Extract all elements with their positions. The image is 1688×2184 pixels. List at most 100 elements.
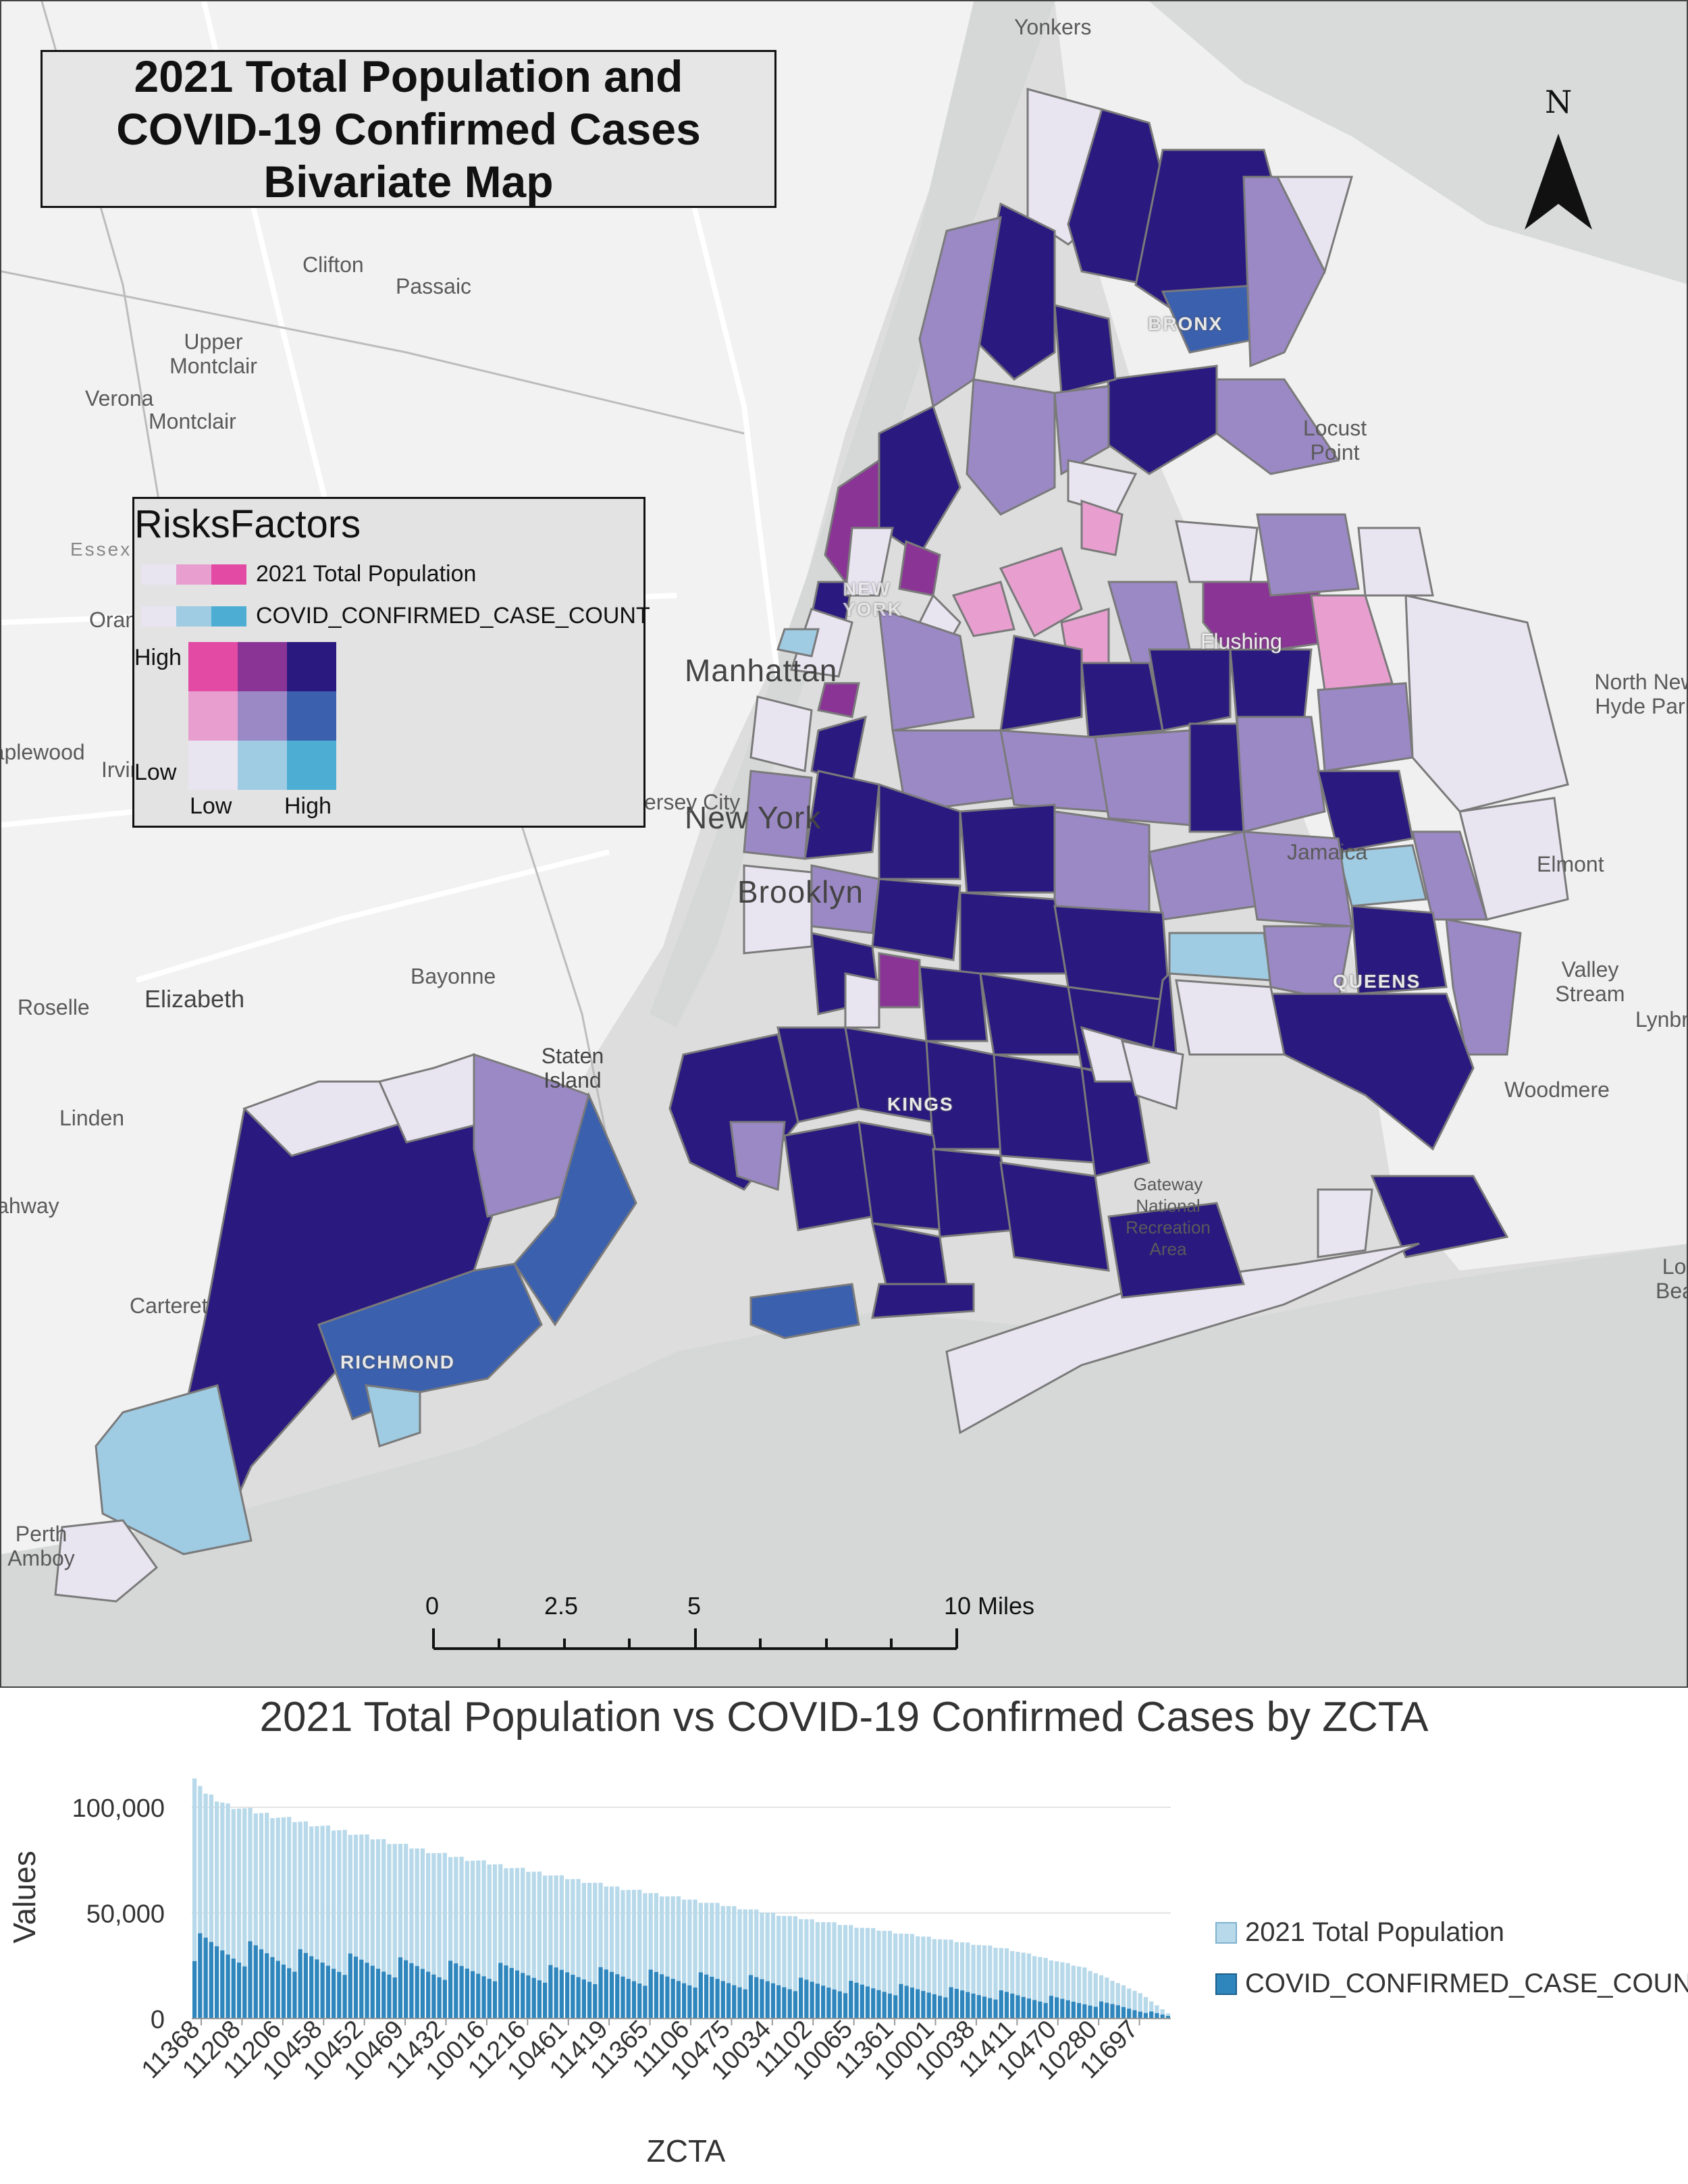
bar-covid (693, 1988, 697, 2019)
bar-population (587, 1882, 592, 2019)
bar-covid (670, 1979, 675, 2019)
bar-covid (437, 1977, 442, 2019)
bar-population (203, 1793, 208, 2019)
bar-covid (993, 1999, 998, 2019)
bar-population (370, 1839, 375, 2019)
bar-population (437, 1853, 442, 2019)
bivariate-map[interactable]: 2021 Total Population and COVID-19 Confi… (0, 0, 1688, 1688)
zcta (365, 1384, 421, 1447)
bar-covid (459, 1966, 464, 2019)
bar-population (665, 1896, 670, 2019)
bar-population (404, 1844, 408, 2019)
zcta (317, 1262, 543, 1420)
bar-covid (470, 1971, 475, 2019)
bar-covid (564, 1972, 570, 2019)
bar-covid (1021, 1996, 1026, 2019)
place-label: Montclair (149, 409, 236, 433)
place-label: Elmont (1537, 852, 1604, 876)
bar-population (926, 1936, 931, 2019)
north-label: N (1545, 84, 1573, 120)
zcta (1445, 918, 1522, 1056)
bar-covid (609, 1971, 614, 2019)
place-label: Passaic (396, 274, 472, 298)
legend-label-population: 2021 Total Population (256, 561, 477, 587)
bar-population (820, 1922, 826, 2019)
bar-covid (810, 1981, 814, 2019)
bar-population (1032, 1956, 1037, 2019)
bar-covid (420, 1969, 425, 2019)
bar-population (236, 1808, 242, 2019)
zcta (1215, 378, 1340, 475)
bar-population (431, 1853, 436, 2019)
bar-covid (487, 1979, 492, 2019)
bar-population (226, 1803, 230, 2019)
bar-covid (715, 1979, 720, 2019)
zcta (1188, 722, 1245, 833)
bar-covid (454, 1963, 458, 2019)
bar-covid (1165, 2016, 1171, 2019)
zcta (918, 215, 1002, 408)
bar-covid (899, 1983, 903, 2019)
zcta (871, 1283, 975, 1319)
bar-population (1026, 1953, 1032, 2019)
chart-legend-covid[interactable]: COVID_CONFIRMED_CASE_COUNT (1215, 1969, 1688, 1999)
y-tick-label: 50,000 (86, 1900, 165, 1928)
bar-population (782, 1915, 787, 2019)
bar-covid (937, 1996, 943, 2019)
legend-row-covid: COVID_CONFIRMED_CASE_COUNT (141, 603, 650, 629)
bar-covid (1082, 2004, 1087, 2019)
bar-population (420, 1848, 425, 2019)
place-label: Yonkers (1014, 15, 1092, 39)
zcta (999, 1161, 1110, 1272)
zcta (844, 527, 894, 597)
bar-population (1038, 1956, 1043, 2019)
bar-population (459, 1857, 464, 2019)
zcta (844, 972, 880, 1029)
bar-covid (348, 1953, 352, 2019)
bar-population (1132, 1990, 1137, 2019)
legend-swatch-blue-ramp (141, 606, 246, 627)
bar-covid (976, 1995, 981, 2019)
bar-covid (203, 1938, 208, 2019)
bar-population (787, 1916, 792, 2019)
bar-population (1099, 1975, 1104, 2019)
zcta (871, 878, 961, 961)
bar-covid (748, 1975, 754, 2019)
bar-covid (381, 1971, 386, 2019)
place-label: Flushing (1201, 629, 1282, 654)
bar-covid (537, 1980, 542, 2019)
bar-population (231, 1809, 236, 2019)
bar-population (554, 1875, 558, 2019)
bar-population (1149, 2001, 1154, 2019)
bar-population (487, 1864, 492, 2019)
bar-covid (949, 1987, 953, 2019)
bar-population (754, 1909, 759, 2019)
bar-covid (1143, 2013, 1149, 2019)
bar-population (353, 1834, 359, 2019)
bar-population (253, 1813, 258, 2019)
staten-island (54, 1053, 637, 1603)
bar-population (865, 1927, 870, 2019)
zcta (1080, 499, 1124, 556)
chart-legend-population[interactable]: 2021 Total Population (1215, 1917, 1504, 1948)
bar-covid (559, 1969, 564, 2019)
bar-covid (1149, 2011, 1154, 2019)
bar-population (971, 1944, 976, 2019)
bar-population (303, 1821, 309, 2019)
place-label: Locust Point (1302, 416, 1367, 464)
bar-covid (287, 1968, 292, 2019)
bar-population (481, 1860, 486, 2019)
bar-population (315, 1826, 319, 2019)
bar-population (715, 1902, 720, 2019)
bar-covid (543, 1982, 548, 2019)
bar-population (726, 1906, 731, 2019)
bar-covid (710, 1977, 714, 2019)
bar-population (654, 1893, 659, 2019)
bar-population (192, 1778, 197, 2019)
zcta (966, 378, 1056, 516)
bar-covid (676, 1981, 681, 2019)
bar-covid (298, 1949, 302, 2019)
bar-population (214, 1801, 219, 2019)
bar-population (899, 1934, 903, 2019)
bar-covid (242, 1966, 247, 2019)
